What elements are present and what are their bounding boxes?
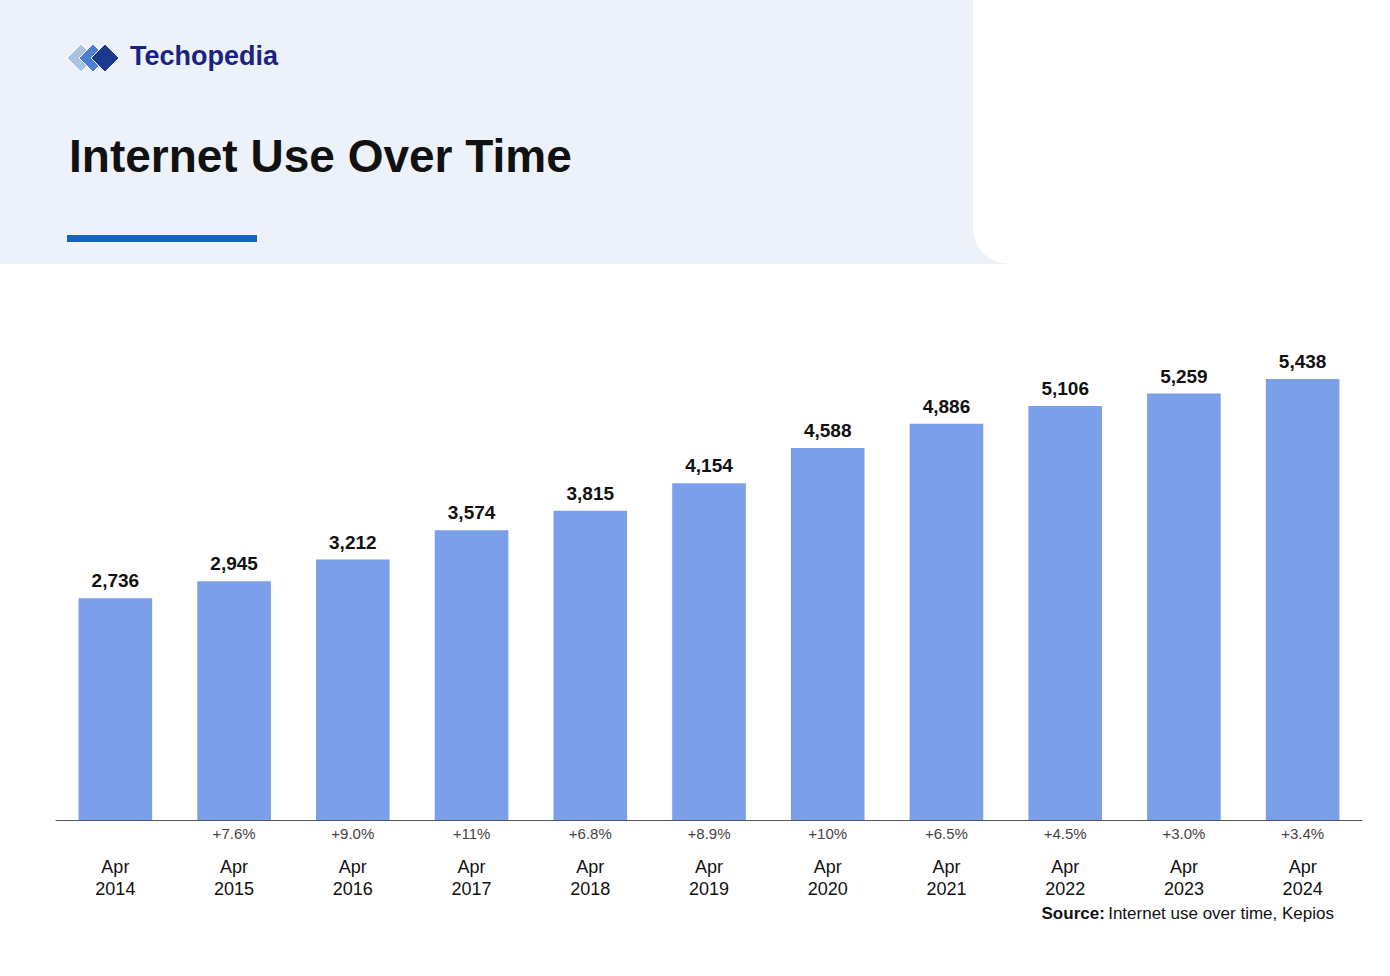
svg-text:5,259: 5,259 xyxy=(1160,366,1208,387)
svg-text:2023: 2023 xyxy=(1164,879,1204,899)
svg-text:3,815: 3,815 xyxy=(566,483,614,504)
svg-text:2020: 2020 xyxy=(808,879,848,899)
svg-text:+7.6%: +7.6% xyxy=(213,825,256,842)
svg-text:2016: 2016 xyxy=(333,879,373,899)
svg-text:2,736: 2,736 xyxy=(92,570,140,591)
svg-text:2024: 2024 xyxy=(1283,879,1323,899)
svg-text:Apr: Apr xyxy=(576,857,604,877)
svg-text:Apr: Apr xyxy=(1051,857,1079,877)
svg-text:+4.5%: +4.5% xyxy=(1044,825,1087,842)
svg-text:2017: 2017 xyxy=(452,879,492,899)
svg-text:Internet Use Over Time: Internet Use Over Time xyxy=(69,130,572,182)
svg-text:+6.5%: +6.5% xyxy=(925,825,968,842)
svg-text:2022: 2022 xyxy=(1045,879,1085,899)
svg-text:+6.8%: +6.8% xyxy=(569,825,612,842)
svg-text:5,438: 5,438 xyxy=(1279,351,1327,372)
svg-text:+10%: +10% xyxy=(808,825,847,842)
svg-text:4,154: 4,154 xyxy=(685,455,733,476)
svg-text:+11%: +11% xyxy=(453,825,491,842)
svg-text:2015: 2015 xyxy=(214,879,254,899)
svg-text:2,945: 2,945 xyxy=(210,553,258,574)
svg-text:+3.4%: +3.4% xyxy=(1281,825,1324,842)
svg-text:2018: 2018 xyxy=(570,879,610,899)
svg-text:Apr: Apr xyxy=(339,857,367,877)
svg-text:Apr: Apr xyxy=(101,857,129,877)
svg-text:3,574: 3,574 xyxy=(448,502,496,523)
svg-text:4,886: 4,886 xyxy=(923,396,971,417)
svg-text:Apr: Apr xyxy=(1170,857,1198,877)
svg-text:5,106: 5,106 xyxy=(1041,378,1089,399)
svg-text:4,588: 4,588 xyxy=(804,420,852,441)
svg-text:Techopedia: Techopedia xyxy=(130,41,279,71)
svg-text:+3.0%: +3.0% xyxy=(1162,825,1205,842)
svg-text:Apr: Apr xyxy=(1289,857,1317,877)
svg-text:2021: 2021 xyxy=(926,879,966,899)
svg-text:3,212: 3,212 xyxy=(329,532,377,553)
svg-text:Source:: Source: xyxy=(1042,904,1105,923)
svg-text:Apr: Apr xyxy=(814,857,842,877)
svg-text:+8.9%: +8.9% xyxy=(688,825,731,842)
svg-text:Apr: Apr xyxy=(695,857,723,877)
svg-text:Apr: Apr xyxy=(932,857,960,877)
svg-text:Apr: Apr xyxy=(220,857,248,877)
svg-text:Internet use over time, Kepios: Internet use over time, Kepios xyxy=(1108,904,1334,923)
svg-text:2019: 2019 xyxy=(689,879,729,899)
svg-text:2014: 2014 xyxy=(95,879,135,899)
svg-text:+9.0%: +9.0% xyxy=(331,825,374,842)
svg-text:Apr: Apr xyxy=(458,857,486,877)
